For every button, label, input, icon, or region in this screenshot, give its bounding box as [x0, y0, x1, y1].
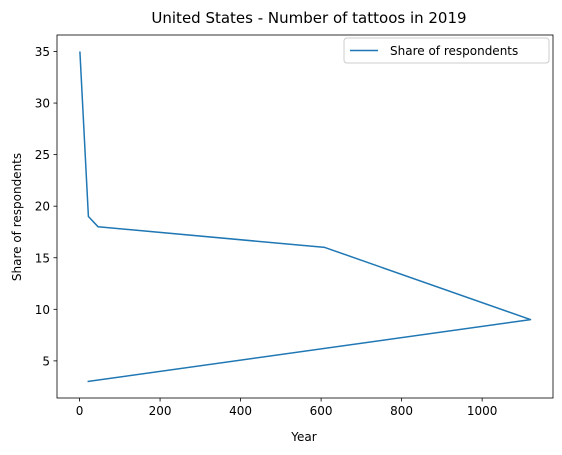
- axes-frame: [56, 34, 554, 399]
- x-tick-label: 200: [149, 404, 172, 418]
- series-line-0: [79, 51, 532, 383]
- y-tick-label: 15: [35, 251, 50, 265]
- x-tick-label: 1000: [467, 404, 498, 418]
- y-tick-label: 5: [42, 354, 50, 368]
- legend-box: [343, 37, 550, 64]
- y-tick-label: 25: [35, 148, 50, 162]
- legend-label: Share of respondents: [390, 44, 518, 58]
- x-tick-label: 0: [76, 404, 84, 418]
- y-tick-label: 30: [35, 97, 50, 111]
- x-axis-label: Year: [290, 430, 316, 444]
- y-axis-label: Share of respondents: [10, 153, 24, 281]
- plot-area: [56, 34, 554, 399]
- y-tick-label: 35: [35, 45, 50, 59]
- x-tick-label: 600: [310, 404, 333, 418]
- y-tick-label: 20: [35, 200, 50, 214]
- x-axis-ticks: 0 200 400 600 800 1000: [76, 398, 498, 418]
- legend: Share of respondents: [343, 37, 550, 64]
- y-tick-label: 10: [35, 303, 50, 317]
- x-tick-label: 400: [229, 404, 252, 418]
- chart-title: United States - Number of tattoos in 201…: [151, 9, 466, 27]
- x-tick-label: 800: [390, 404, 413, 418]
- y-axis-ticks: 5 10 15 20 25 30 35: [35, 45, 57, 368]
